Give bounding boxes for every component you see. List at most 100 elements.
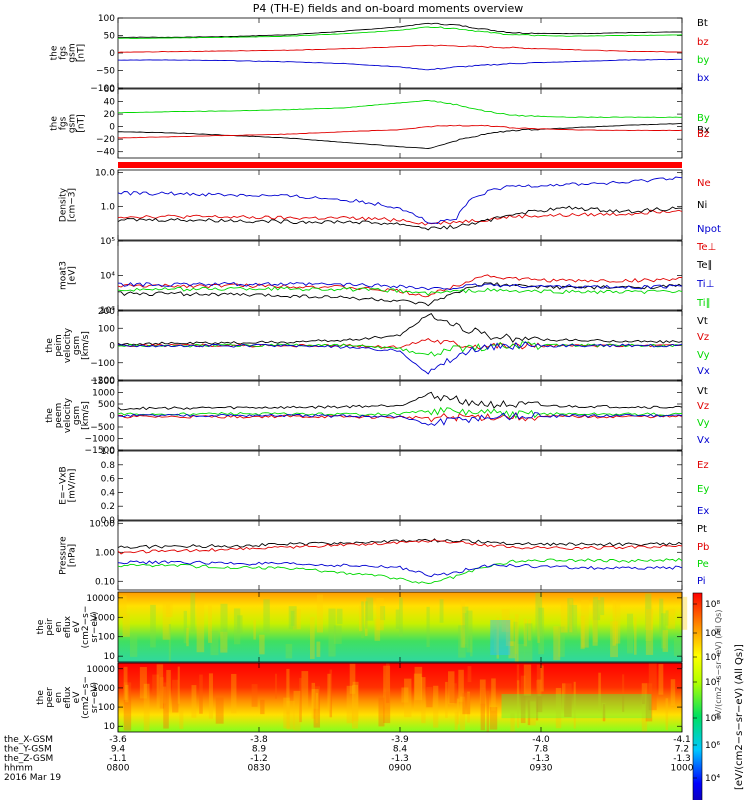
y-axis-label: [nT]: [77, 114, 87, 132]
spectrogram-streak: [380, 606, 386, 621]
y-axis-label: peim: [54, 334, 64, 357]
legend-bz: bz: [697, 37, 709, 48]
y-tick-label: 100: [98, 14, 115, 24]
y-tick-label: 10000: [86, 665, 115, 675]
spectrogram-streak: [538, 607, 545, 655]
series-Pb: [117, 539, 683, 555]
spectrogram-streak: [426, 686, 433, 708]
spectrogram-streak: [163, 682, 169, 729]
spectrogram-streak: [505, 618, 514, 646]
spectrogram-streak: [445, 681, 448, 718]
y-axis-label: peer: [45, 687, 55, 708]
spectrogram-streak: [448, 671, 455, 705]
legend-Bt: Bt: [697, 18, 708, 29]
legend-Bx: Bx: [697, 125, 710, 136]
y-tick-label: 1.0: [101, 447, 116, 457]
spectrogram-streak: [553, 626, 561, 661]
spectrogram-streak: [516, 680, 520, 728]
y-axis-label: the: [45, 408, 55, 423]
spectrogram-streak: [374, 618, 381, 641]
spectrogram-streak: [600, 597, 605, 616]
spectrogram-streak: [528, 619, 532, 641]
y-axis-label: Density: [59, 187, 69, 222]
y-tick-label: 10⁴: [100, 272, 115, 282]
spectrogram-streak: [364, 604, 368, 636]
spectrogram-streak: [648, 663, 657, 711]
spectrogram-streak: [564, 683, 572, 718]
spectrogram-streak: [667, 608, 676, 629]
spectrogram-streak: [520, 675, 526, 724]
series-Ti⊥: [117, 281, 683, 291]
y-axis-label: eflux: [63, 615, 73, 638]
axis-row-value: 9.4: [111, 745, 126, 755]
y-axis-label: the: [50, 45, 60, 60]
panel-8: 1.0 0.8 0.6 0.4 0.2 0.0 E=−VxB [mV/m]: [59, 447, 683, 526]
series-Vt: [117, 391, 683, 411]
spectrogram-streak: [333, 625, 342, 644]
axis-row-label: the_X-GSM: [4, 735, 53, 745]
spectrogram-streak: [673, 638, 682, 657]
y-tick-label: 100: [98, 633, 115, 643]
spectrogram-streak: [535, 592, 543, 637]
spectrogram-streak: [449, 683, 457, 704]
y-tick-label: 10⁵: [100, 237, 115, 247]
axis-row-value: -3.9: [391, 735, 409, 745]
chart-title: P4 (TH-E) fields and on-board moments ov…: [253, 2, 524, 15]
series-Ni: [117, 205, 683, 231]
legend-Ez: Ez: [697, 460, 709, 471]
spectrogram-streak: [467, 691, 470, 723]
spectrogram-streak: [327, 673, 331, 711]
spectrogram-streak: [129, 634, 138, 657]
spectrogram-streak: [376, 598, 384, 631]
series-Vt: [117, 313, 683, 346]
y-tick-label: 10³: [100, 306, 115, 316]
y-axis-label: the: [50, 116, 60, 131]
spectrogram-streak: [641, 683, 648, 732]
y-axis-label: the: [45, 338, 55, 353]
colorbar-tick-label: 10⁴: [705, 653, 720, 663]
spectrogram-streak: [274, 673, 278, 699]
y-tick-label: 0.6: [101, 475, 116, 485]
series-Bx: [117, 123, 682, 149]
spectrogram-streak: [456, 698, 460, 725]
spectrogram-streak: [191, 685, 197, 718]
legend-Npot: Npot: [697, 224, 721, 235]
panel-9: 10.00 1.00 0.10 Pressure [nPa]: [59, 519, 683, 591]
spectrogram-streak: [283, 697, 290, 729]
spectrogram-streak: [433, 685, 439, 728]
spectrogram-green-patch: [501, 694, 652, 719]
spectrogram-streak: [404, 678, 412, 718]
spectrogram-streak: [288, 606, 297, 630]
panel-separator-bar: [118, 162, 682, 168]
legend-Vy: Vy: [697, 418, 710, 429]
y-tick-label: 0.2: [101, 502, 115, 512]
spectrogram-streak: [159, 677, 164, 709]
spectrogram-streak: [208, 605, 212, 643]
y-axis-label: [nPa]: [68, 544, 78, 567]
spectrogram-streak: [358, 605, 363, 632]
spectrogram-streak: [199, 674, 203, 714]
spectrogram-streak: [316, 641, 321, 657]
spectrogram-streak: [263, 599, 270, 634]
spectrogram-streak: [313, 686, 321, 728]
spectrogram-streak: [555, 687, 562, 729]
spectrogram-streak: [352, 681, 359, 722]
y-tick-label: 0.8: [101, 461, 116, 471]
spectrogram-streak: [196, 603, 205, 653]
spectrogram-streak: [462, 606, 469, 648]
spectrogram-streak: [642, 686, 645, 705]
spectrogram-streak: [569, 599, 573, 633]
spectrogram-streak: [466, 610, 473, 653]
legend-Ti∥: Ti∥: [696, 298, 711, 309]
y-axis-label: peem: [54, 403, 64, 429]
colorbar-tick-label: 10⁶: [705, 629, 720, 639]
spectrogram-streak: [210, 630, 219, 656]
axis-row-value: 8.9: [252, 745, 267, 755]
spectrogram-streak: [560, 602, 568, 633]
spectrogram-streak: [598, 672, 601, 711]
panel-1: 100 50 0 −50 −100 the fgs gsm [nT]: [50, 14, 683, 94]
axis-row-value: 7.2: [675, 745, 689, 755]
spectrogram-streak: [658, 664, 664, 695]
spectrogram-streak: [581, 599, 589, 648]
